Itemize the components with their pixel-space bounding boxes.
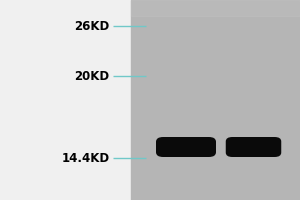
Bar — [0, 0, 130, 200]
Bar — [130, 0, 300, 16]
Bar — [130, 0, 300, 200]
Text: 20KD: 20KD — [74, 70, 110, 82]
FancyBboxPatch shape — [156, 137, 216, 157]
Text: 26KD: 26KD — [74, 20, 110, 32]
Text: 14.4KD: 14.4KD — [61, 152, 110, 164]
FancyBboxPatch shape — [226, 137, 281, 157]
